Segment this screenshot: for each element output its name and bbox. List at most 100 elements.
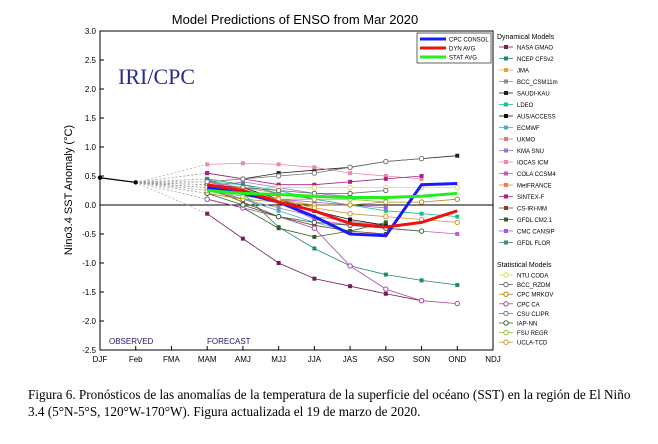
- observed-series: [97, 175, 138, 185]
- model-legend-label: BCC_RZDM: [517, 283, 550, 289]
- model-line: [207, 190, 386, 203]
- model-legend-marker: [503, 291, 509, 297]
- x-tick-label: OND: [448, 355, 466, 364]
- x-tick-label: ASO: [377, 355, 394, 364]
- model-legend-label: CPC CA: [517, 302, 540, 308]
- model-point: [383, 205, 388, 210]
- model-legend-marker: [504, 68, 508, 72]
- model-point: [240, 200, 245, 205]
- model-legend-label: LDEO: [517, 103, 534, 109]
- model-legend-marker: [503, 339, 509, 345]
- model-point: [311, 225, 318, 231]
- model-point: [276, 205, 281, 210]
- model-point: [240, 236, 245, 241]
- model-legend-marker: [503, 272, 509, 278]
- chart-title: Model Predictions of ENSO from Mar 2020: [172, 12, 418, 27]
- model-legend-marker: [504, 171, 508, 176]
- model-point: [240, 179, 245, 184]
- model-line: [207, 198, 458, 304]
- model-point: [383, 286, 389, 292]
- model-point: [276, 162, 281, 167]
- y-tick-label: -2.5: [82, 346, 96, 355]
- model-point: [419, 174, 424, 178]
- model-legend-marker: [503, 329, 509, 336]
- y-tick-label: 1.0: [85, 143, 97, 152]
- model-legend-label: MetFRANCE: [517, 184, 552, 190]
- y-tick-label: -1.5: [82, 288, 96, 297]
- model-point: [383, 174, 388, 178]
- model-legend-label: SAUDI-KAU: [517, 92, 550, 98]
- model-legend-marker: [504, 114, 508, 118]
- model-point: [348, 229, 353, 234]
- fan-line: [135, 182, 208, 200]
- model-legend-label: CPC MRKOV: [517, 293, 553, 299]
- model-legend-label: KMA SNU: [517, 149, 544, 155]
- model-point: [276, 261, 281, 265]
- model-point: [419, 211, 424, 216]
- model-point: [383, 220, 388, 225]
- model-legend-marker: [504, 79, 508, 84]
- model-point: [348, 171, 353, 176]
- average-line: [207, 189, 458, 199]
- fan-line: [135, 181, 208, 183]
- model-point: [383, 223, 388, 228]
- model-legend-label: IOCAS ICM: [517, 161, 548, 167]
- model-point: [276, 226, 281, 231]
- model-point: [347, 263, 353, 269]
- model-point: [275, 173, 282, 179]
- y-axis: 3.0 2.5 2.0 1.5 1.0 0.5 0.0 -0.5 -1.0 -1.5 -2.0 -2.…: [82, 27, 104, 355]
- model-point: [347, 164, 353, 171]
- model-legend-marker: [504, 91, 508, 95]
- model-point: [418, 199, 425, 205]
- logo-text: IRI/CPC: [118, 64, 195, 89]
- model-point: [383, 291, 388, 296]
- y-tick-label: 0.0: [85, 201, 97, 210]
- average-legend-label: DYN AVG: [449, 47, 476, 53]
- model-point: [276, 171, 281, 176]
- model-point: [240, 176, 246, 182]
- model-point: [276, 194, 281, 199]
- model-point: [205, 162, 210, 167]
- model-point: [418, 298, 425, 304]
- model-legend-marker: [504, 45, 508, 49]
- model-legend-label: UCLA-TCD: [517, 341, 548, 347]
- x-tick-label: Feb: [129, 355, 143, 364]
- model-point: [383, 199, 389, 205]
- model-legend-label: FSU REGR: [517, 331, 549, 337]
- average-legend: CPC CONSOL DYN AVG STAT AVG: [416, 32, 492, 64]
- y-tick-label: 3.0: [85, 27, 97, 36]
- model-legend-marker: [504, 206, 508, 210]
- model-point: [418, 155, 425, 162]
- model-legend-label: BCC_CSM11m: [517, 80, 558, 86]
- model-point: [312, 234, 317, 239]
- model-legend-label: CSU CLIPR: [517, 312, 550, 318]
- model-line: [207, 190, 386, 226]
- y-tick-label: 2.5: [85, 56, 97, 65]
- observed-point: [97, 175, 103, 180]
- observed-label: OBSERVED: [109, 337, 154, 346]
- dynamical-legend-title: Dynamical Models: [497, 34, 555, 41]
- model-point: [383, 272, 388, 277]
- enso-plume-chart: Model Predictions of ENSO from Mar 2020 …: [63, 12, 558, 364]
- model-point: [455, 232, 460, 236]
- model-point: [311, 219, 318, 226]
- model-legend-marker: [504, 160, 508, 164]
- fan-line: [135, 182, 208, 214]
- model-point: [348, 179, 353, 184]
- observed-line: [99, 177, 136, 183]
- model-legend: Dynamical Models Statistical Models NASA…: [497, 34, 558, 347]
- model-legend-marker: [504, 194, 508, 199]
- model-legend-label: UKMO: [517, 138, 535, 144]
- model-point: [454, 219, 460, 226]
- model-point: [205, 176, 210, 181]
- x-tick-label: MJJ: [271, 355, 286, 364]
- model-legend-marker: [504, 240, 508, 245]
- y-tick-label: -2.0: [82, 317, 96, 326]
- model-legend-label: SINTEX-F: [517, 195, 545, 201]
- model-legend-marker: [504, 56, 508, 61]
- model-legend-label: ECMWF: [517, 126, 540, 132]
- y-tick-label: 2.0: [85, 85, 97, 94]
- model-legend-marker: [504, 183, 508, 187]
- model-legend-marker: [503, 310, 509, 317]
- model-legend-label: JMA: [517, 69, 529, 75]
